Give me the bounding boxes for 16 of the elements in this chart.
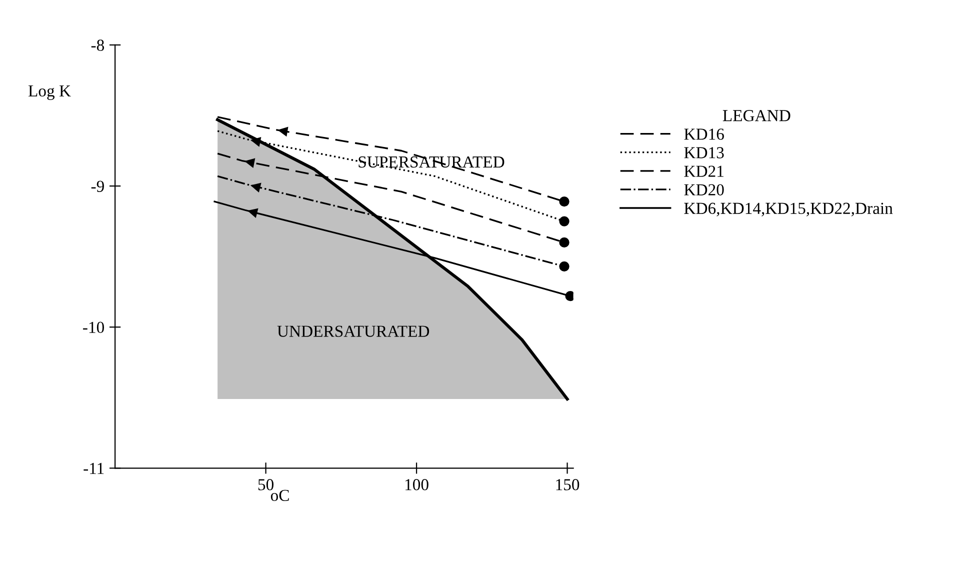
legend-title: LEGAND <box>722 110 790 122</box>
y-tick-label: -9 <box>91 180 104 192</box>
legend-label: KD6,KD14,KD15,KD22,Drain <box>684 202 893 216</box>
legend-label: KD21 <box>684 166 724 177</box>
x-tick-label: 150 <box>556 479 580 490</box>
x-axis-title: oC <box>270 490 289 502</box>
legend-label: KD16 <box>684 128 724 140</box>
legend-label: KD13 <box>684 147 724 158</box>
annotation: UNDERSATURATED <box>277 326 430 337</box>
x-tick-label: 50 <box>258 479 274 490</box>
y-tick-label: -8 <box>91 40 104 51</box>
y-tick-label: -11 <box>84 462 104 474</box>
y-tick-label: -10 <box>83 322 104 334</box>
legend-label: KD20 <box>684 184 724 196</box>
y-axis-title: Log K <box>28 85 71 100</box>
x-tick-label: 100 <box>405 479 428 490</box>
